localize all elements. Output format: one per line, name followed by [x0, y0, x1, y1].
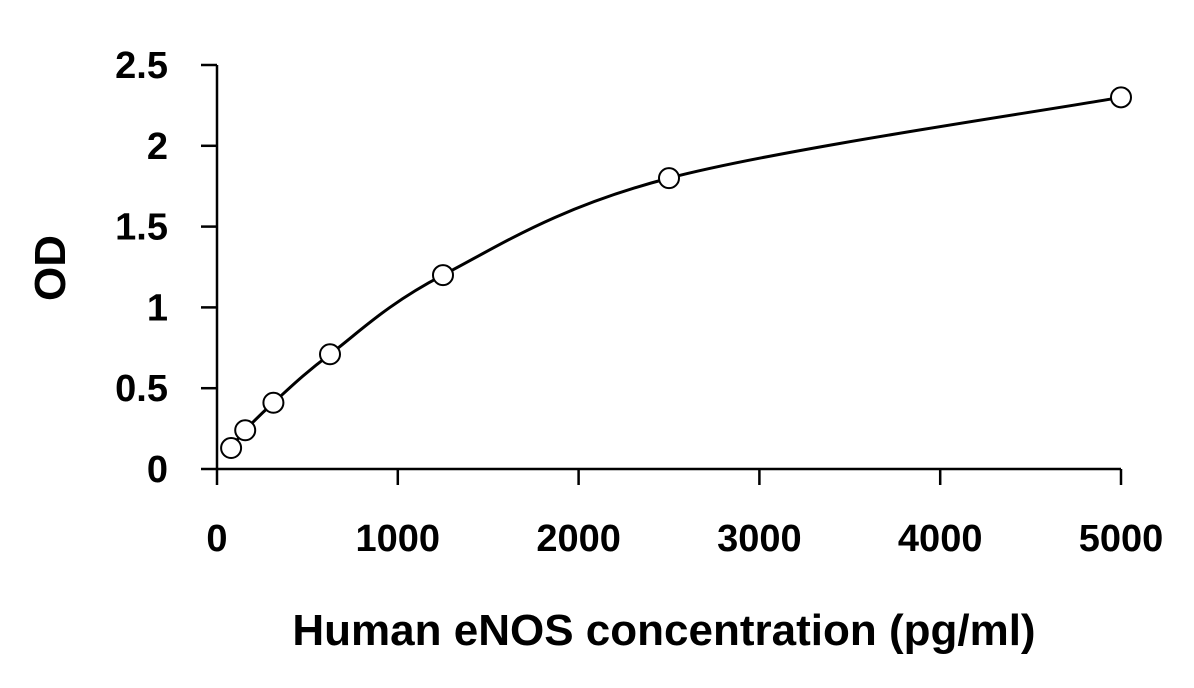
y-tick-label: 1.5	[115, 207, 168, 249]
data-point	[262, 391, 285, 414]
x-tick-label: 1000	[356, 518, 441, 560]
x-tick-label: 5000	[1079, 518, 1164, 560]
y-tick-label: 1	[147, 287, 168, 329]
y-tick-label: 2.5	[115, 45, 168, 87]
data-point	[319, 343, 341, 366]
fit-curve	[229, 95, 1122, 449]
y-tick-label: 0.5	[115, 368, 168, 410]
fit-curve-layer	[229, 95, 1122, 449]
data-points	[220, 86, 1132, 459]
y-ticks: 0 0.5 1 1.5 2 2.5	[115, 45, 217, 491]
x-tick-label: 4000	[898, 518, 983, 560]
data-point	[234, 419, 257, 442]
data-point	[220, 436, 243, 459]
x-ticks: 0 1000 2000 3000 4000 5000	[206, 469, 1163, 560]
axes	[215, 65, 1121, 471]
x-tick-label: 3000	[717, 518, 802, 560]
x-tick-label: 0	[206, 518, 227, 560]
x-axis-title: Human eNOS concentration (pg/ml)	[292, 606, 1035, 655]
x-tick-label: 2000	[536, 518, 621, 560]
y-axis-title: OD	[26, 235, 75, 301]
data-point	[432, 264, 454, 287]
data-point	[1110, 86, 1132, 109]
y-tick-label: 0	[147, 449, 168, 491]
data-point	[658, 167, 680, 190]
y-tick-label: 2	[147, 126, 168, 168]
